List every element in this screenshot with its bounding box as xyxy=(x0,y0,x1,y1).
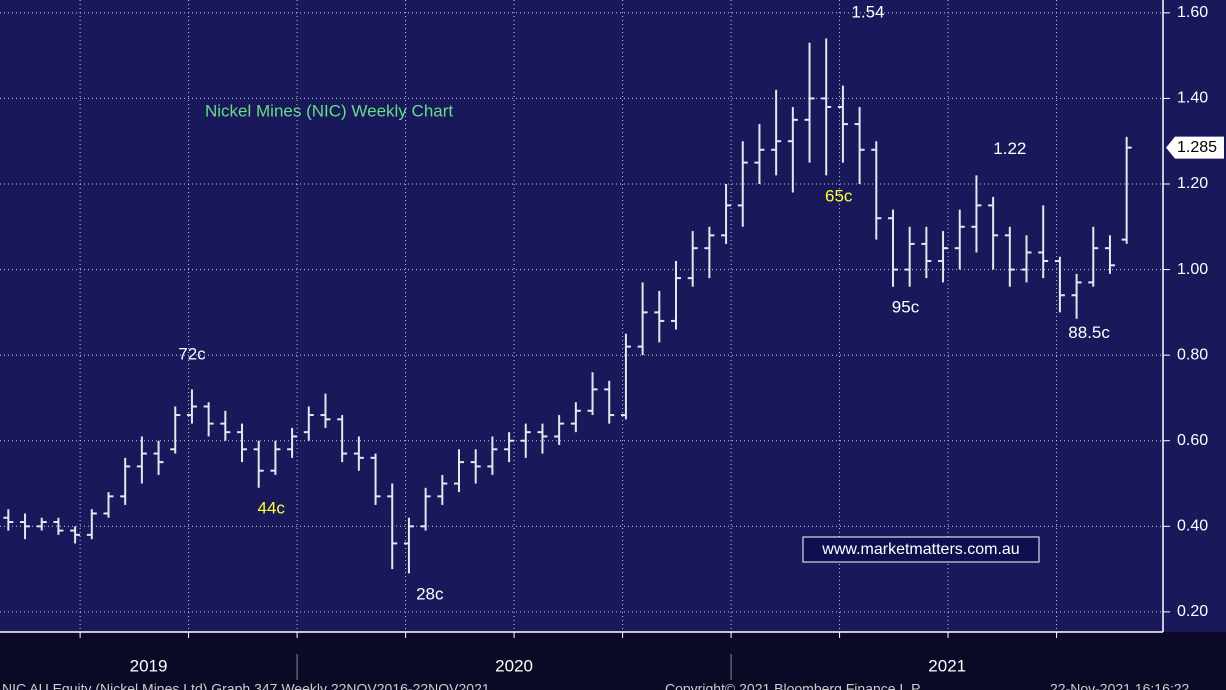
y-tick-label: 1.40 xyxy=(1177,90,1208,107)
price-tag-label: 1.285 xyxy=(1177,139,1217,156)
x-tick-label: 2021 xyxy=(928,656,966,675)
x-tick-label: 2019 xyxy=(130,656,168,675)
annotation: 65c xyxy=(825,186,853,205)
x-tick-label: 2020 xyxy=(495,656,533,675)
annotation: 1.22 xyxy=(993,139,1026,158)
watermark: www.marketmatters.com.au xyxy=(821,541,1019,558)
plot-background xyxy=(0,0,1226,632)
annotation: 72c xyxy=(178,345,206,364)
y-tick-label: 0.40 xyxy=(1177,518,1208,535)
annotation: 28c xyxy=(416,584,444,603)
annotation: 88.5c xyxy=(1068,323,1110,342)
y-tick-label: 1.20 xyxy=(1177,175,1208,192)
axis-strip xyxy=(0,632,1226,690)
footer-copyright: Copyright© 2021 Bloomberg Finance L.P. xyxy=(665,681,923,690)
y-tick-label: 0.60 xyxy=(1177,432,1208,449)
watermark-box xyxy=(802,536,1040,563)
y-tick-label: 1.60 xyxy=(1177,4,1208,21)
chart-title: Nickel Mines (NIC) Weekly Chart xyxy=(205,101,453,120)
footer-left: NIC AU Equity (Nickel Mines Ltd) Graph 3… xyxy=(2,681,490,690)
footer-date: 22-Nov-2021 16:16:22 xyxy=(1050,681,1190,690)
annotation: 95c xyxy=(892,298,920,317)
y-tick-label: 0.80 xyxy=(1177,346,1208,363)
annotation: 1.54 xyxy=(851,2,884,21)
y-tick-label: 1.00 xyxy=(1177,261,1208,278)
y-tick-label: 0.20 xyxy=(1177,603,1208,620)
price-tag xyxy=(1166,136,1224,159)
annotation: 44c xyxy=(258,499,286,518)
